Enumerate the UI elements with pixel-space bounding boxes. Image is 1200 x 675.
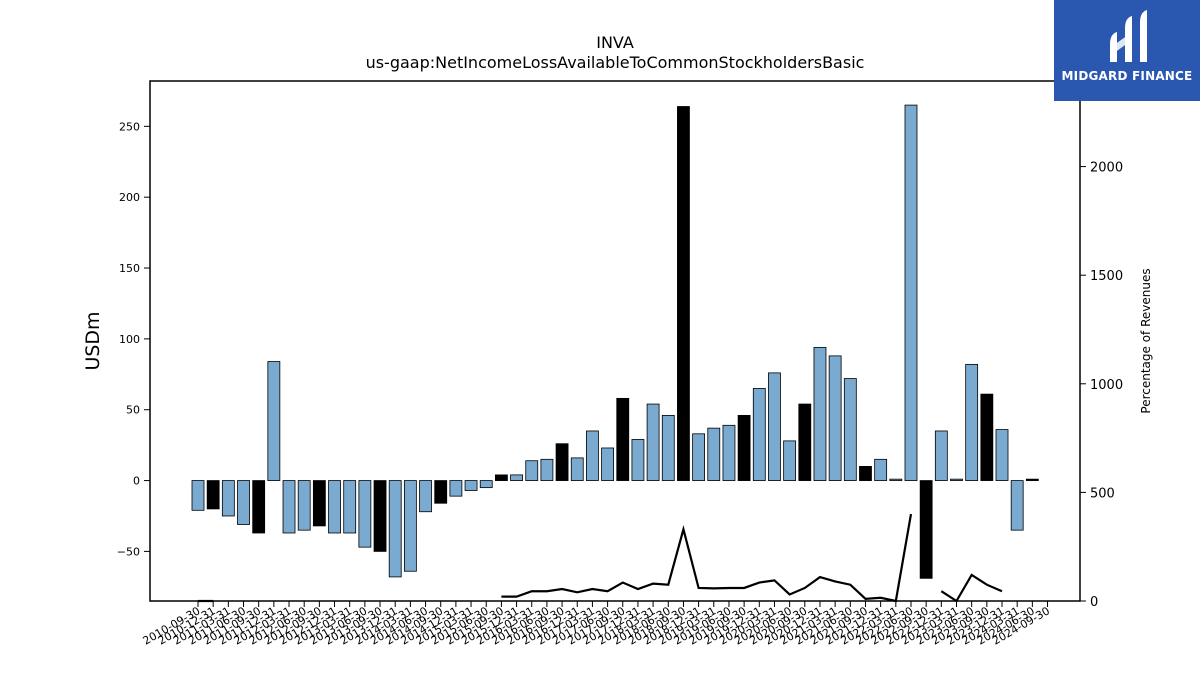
bar-2010-09-30 (191, 480, 205, 511)
bar-2011-06-30 (237, 480, 250, 525)
bar-2016-03-31 (525, 460, 539, 481)
y2-tick-label: 1500 (1090, 269, 1123, 284)
bar-2012-06-30 (297, 480, 311, 531)
y2-tick-label: 0 (1090, 595, 1098, 610)
bar-2019-12-31 (752, 388, 766, 481)
bar-2014-06-30 (419, 480, 432, 513)
y-axis-left: −50 0 50 100 150 200 250 (117, 120, 150, 558)
chart-subtitle: us-gaap:NetIncomeLossAvailableToCommonSt… (366, 53, 865, 72)
bars-group (191, 104, 1039, 579)
bar-2023-03-31 (950, 478, 963, 481)
bar-2013-12-31 (388, 480, 402, 578)
bar-2016-12-31 (570, 457, 584, 481)
bar-2016-09-30 (555, 443, 569, 481)
ratio-line (940, 573, 1003, 603)
bar-2011-09-30 (252, 480, 266, 534)
bar-2013-03-31 (343, 480, 357, 534)
y-axis-right: 0 500 1000 1500 2000 (1080, 161, 1123, 610)
bar-2021-06-30 (843, 378, 857, 481)
x-axis: 2010-09-302010-12-312011-03-312011-06-30… (141, 601, 1052, 648)
bar-2021-09-30 (859, 465, 872, 481)
y2-tick-label: 1000 (1090, 378, 1123, 393)
bar-2019-03-31 (707, 427, 721, 481)
bar-2023-06-30 (965, 363, 979, 481)
bar-2015-12-31 (510, 474, 523, 481)
bar-2022-06-30 (904, 104, 918, 481)
y-tick-label: −50 (117, 545, 140, 558)
y2-tick-label: 2000 (1090, 161, 1123, 176)
bar-2024-03-31 (1010, 480, 1024, 531)
bar-2018-09-30 (677, 106, 690, 481)
bar-2017-06-30 (601, 447, 614, 481)
y-tick-label: 200 (119, 191, 140, 204)
bar-2011-12-31 (267, 361, 281, 481)
bar-2020-12-31 (813, 346, 827, 481)
y-tick-label: 150 (119, 262, 140, 275)
y-tick-label: 50 (126, 404, 140, 417)
ratio-line (501, 513, 913, 603)
bar-2015-06-30 (479, 480, 493, 489)
bar-2017-03-31 (586, 430, 599, 481)
y-tick-label: 100 (119, 333, 140, 346)
bar-2022-12-31 (934, 430, 948, 481)
bar-2022-03-31 (889, 478, 903, 481)
ratio-line-group (198, 513, 1003, 603)
bar-2018-12-31 (692, 433, 706, 481)
bar-2014-03-31 (403, 480, 417, 572)
brand-name: MIDGARD FINANCE (1061, 69, 1193, 83)
bar-2014-12-31 (449, 480, 463, 497)
bar-2013-06-30 (358, 480, 372, 548)
bar-2019-06-30 (722, 424, 736, 481)
y2-tick-label: 500 (1090, 486, 1115, 501)
bar-2021-03-31 (828, 355, 842, 481)
bar-2011-03-31 (221, 480, 235, 517)
bar-2021-12-31 (874, 458, 888, 481)
bar-2012-09-30 (312, 480, 326, 527)
bar-2023-12-31 (995, 429, 1009, 481)
bar-2012-03-31 (282, 480, 296, 534)
bar-2020-06-30 (783, 440, 797, 481)
bar-2023-09-30 (980, 393, 994, 481)
bar-2010-12-31 (206, 480, 220, 510)
brand-logo: MIDGARD FINANCE (1054, 0, 1200, 101)
bar-2022-09-30 (919, 480, 933, 579)
bar-2024-06-30 (1025, 478, 1039, 481)
bar-2016-06-30 (540, 458, 554, 481)
bar-2020-03-31 (768, 372, 781, 481)
y-tick-label: 250 (119, 120, 140, 133)
bar-2014-09-30 (434, 480, 448, 504)
plot-frame (149, 80, 1081, 602)
bar-2015-09-30 (494, 474, 508, 481)
y2-axis-label: Percentage of Revenues (1139, 268, 1153, 413)
brand-mark-icon (1110, 10, 1147, 62)
bar-2020-09-30 (798, 403, 812, 481)
y-tick-label: 0 (133, 475, 140, 488)
chart-title: INVA (596, 33, 634, 52)
y-axis-label: USDm (82, 311, 104, 370)
bar-2019-09-30 (737, 414, 751, 481)
bar-2012-12-31 (328, 480, 341, 534)
bar-2015-03-31 (464, 480, 478, 491)
bar-2017-09-30 (616, 397, 630, 481)
bar-2013-09-30 (373, 480, 387, 552)
bar-2018-06-30 (661, 414, 675, 481)
bar-2018-03-31 (646, 403, 660, 481)
bar-2017-12-31 (631, 439, 645, 481)
